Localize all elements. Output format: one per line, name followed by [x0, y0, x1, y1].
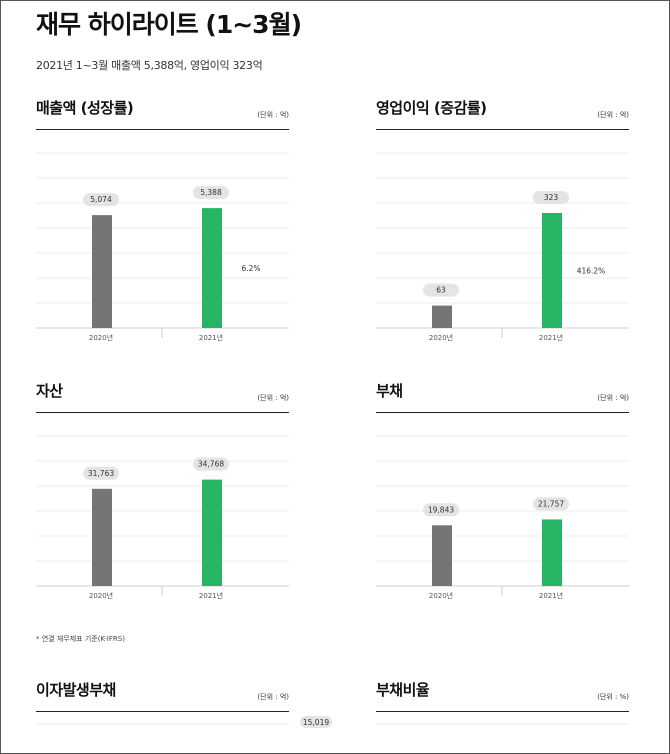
bar-2021년	[542, 519, 562, 586]
value-label: 5,074	[90, 195, 112, 204]
growth-rate-label: 416.2%	[577, 267, 606, 276]
bar-2020년	[92, 215, 112, 328]
page-subtitle: 2021년 1~3월 매출액 5,388억, 영업이익 323억	[36, 59, 263, 72]
chart-title: 이자발생부채	[36, 681, 116, 699]
chart-panel-debt-ratio: 부채비율 (단위 : %)	[376, 679, 629, 725]
chart-header: 부채비율 (단위 : %)	[376, 679, 629, 712]
revenue-bar-chart: 5,074 2020년 5,388 2021년 6.2%	[36, 152, 289, 342]
bar-2020년	[432, 305, 452, 328]
value-label-pill	[533, 497, 569, 511]
chart-header: 자산 (단위 : 억)	[36, 380, 289, 413]
chart-header: 이자발생부채 (단위 : 억)	[36, 679, 289, 712]
value-label-pill	[423, 503, 459, 517]
operating-profit-bar-chart: 63 2020년 323 2021년 416.2%	[376, 152, 629, 342]
category-label: 2021년	[199, 333, 223, 342]
debt-ratio-bar-chart	[376, 723, 629, 725]
category-label: 2021년	[539, 591, 563, 600]
value-label: 323	[544, 193, 559, 202]
bar-2021년	[542, 213, 562, 328]
chart-title: 부채	[376, 382, 403, 400]
value-label: 19,843	[428, 505, 454, 514]
chart-header: 매출액 (성장률) (단위 : 억)	[36, 97, 289, 130]
value-label: 15,019	[303, 718, 329, 727]
chart-unit: (단위 : 억)	[597, 394, 629, 402]
bar-2021년	[202, 479, 222, 586]
bar-2020년	[92, 488, 112, 586]
chart-panel-interest-bearing-debt: 이자발생부채 (단위 : 억) 15,019	[36, 679, 332, 728]
chart-unit: (단위 : %)	[597, 693, 629, 701]
value-label: 63	[436, 286, 446, 295]
chart-title: 자산	[36, 382, 63, 400]
chart-unit: (단위 : 억)	[257, 693, 289, 701]
chart-title: 영업이익 (증감률)	[376, 99, 487, 117]
value-label-pill	[83, 193, 119, 207]
category-label: 2021년	[199, 591, 223, 600]
category-label: 2020년	[429, 333, 453, 342]
value-label-pill	[193, 457, 229, 471]
value-label-pill	[423, 283, 459, 297]
chart-header: 부채 (단위 : 억)	[376, 380, 629, 413]
category-label: 2020년	[89, 333, 113, 342]
category-label: 2020년	[429, 591, 453, 600]
chart-panel-assets: 자산 (단위 : 억) 31,763 2020년 34,768 2021년	[36, 380, 289, 600]
value-label: 34,768	[198, 460, 224, 469]
chart-unit: (단위 : 억)	[597, 111, 629, 119]
category-label: 2020년	[89, 591, 113, 600]
bar-2020년	[432, 525, 452, 586]
bar-2021년	[202, 208, 222, 328]
page-title: 재무 하이라이트 (1~3월)	[36, 10, 302, 39]
chart-panel-operating-profit: 영업이익 (증감률) (단위 : 억) 63 2020년 323 2021년 416.2…	[376, 97, 629, 342]
liabilities-bar-chart: 19,843 2020년 21,757 2021년	[376, 435, 629, 600]
chart-unit: (단위 : 억)	[257, 394, 289, 402]
value-label: 21,757	[538, 499, 564, 508]
value-label-pill	[193, 186, 229, 200]
chart-header: 영업이익 (증감률) (단위 : 억)	[376, 97, 629, 130]
chart-panel-liabilities: 부채 (단위 : 억) 19,843 2020년 21,757 2021년	[376, 380, 629, 600]
chart-panel-revenue: 매출액 (성장률) (단위 : 억) 5,074 2020년 5,388 2021년 6…	[36, 97, 289, 342]
chart-unit: (단위 : 억)	[257, 111, 289, 119]
assets-bar-chart: 31,763 2020년 34,768 2021년	[36, 435, 289, 600]
value-label: 5,388	[200, 188, 222, 197]
interest-bearing-debt-bar-chart: 15,019	[36, 716, 332, 728]
value-label-pill	[300, 716, 332, 728]
category-label: 2021년	[539, 333, 563, 342]
value-label-pill	[533, 191, 569, 205]
chart-title: 매출액 (성장률)	[36, 99, 134, 117]
growth-rate-label: 6.2%	[241, 264, 260, 273]
value-label-pill	[83, 466, 119, 480]
chart-title: 부채비율	[376, 681, 430, 699]
footnote: * 연결 재무제표 기준(K-IFRS)	[36, 635, 125, 643]
value-label: 31,763	[88, 469, 114, 478]
